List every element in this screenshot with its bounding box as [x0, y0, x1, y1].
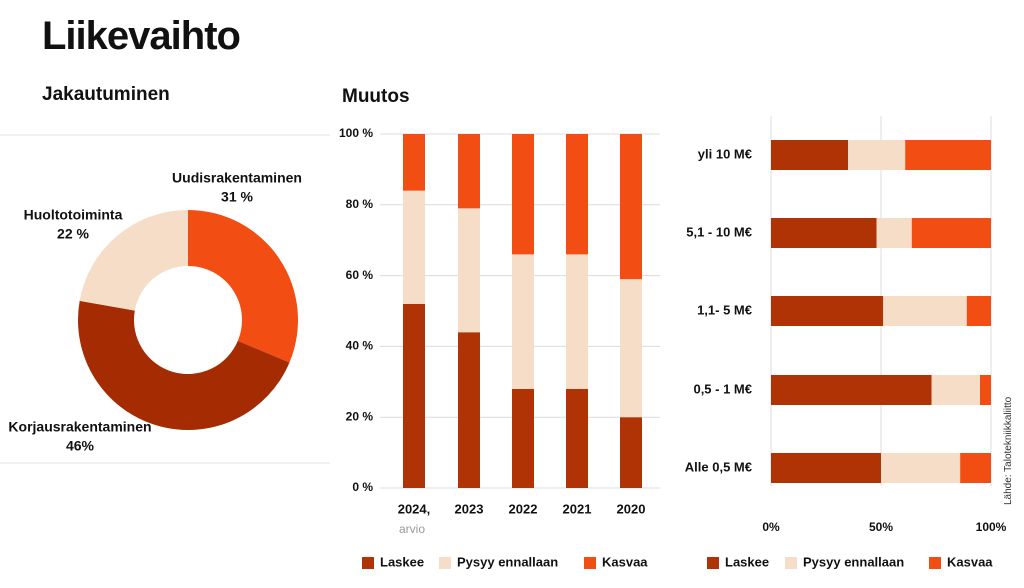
legend-right-swatch: [785, 557, 797, 569]
hbar-segment-laskee: [771, 453, 881, 483]
category-label: 0,5 - 1 M€: [693, 381, 752, 396]
y-tick-label: 40 %: [346, 339, 374, 353]
hbar-segment-kasvaa: [980, 375, 991, 405]
donut-label-name: Uudisrakentaminen: [172, 170, 302, 186]
hbar-segment-laskee: [771, 140, 848, 170]
donut-slice-uudisrakentaminen: [188, 210, 298, 363]
bar-segment-kasvaa: [566, 134, 588, 255]
bar-segment-kasvaa: [458, 134, 480, 209]
hbar-segment-kasvaa: [905, 140, 991, 170]
donut-label-value: 31 %: [221, 189, 253, 205]
category-label: 5,1 - 10 M€: [686, 224, 752, 239]
hbar-segment-pysyy: [848, 140, 906, 170]
donut-label-name: Korjausrakentaminen: [8, 419, 151, 435]
x-tick-label: 2020: [617, 501, 646, 516]
bar-segment-kasvaa: [620, 134, 642, 280]
x-tick-sublabel: arvio: [399, 522, 425, 536]
y-tick-label: 0 %: [352, 480, 373, 494]
donut-slice-huoltotoiminta: [79, 210, 188, 311]
x-tick-label: 2021: [563, 501, 592, 516]
hbar-segment-pysyy: [931, 375, 980, 405]
y-tick-label: 20 %: [346, 409, 374, 423]
distribution-subtitle: Jakautuminen: [42, 84, 170, 105]
bar-segment-laskee: [403, 303, 425, 488]
hbar-segment-pysyy: [883, 296, 967, 326]
hbar-segment-kasvaa: [960, 453, 991, 483]
legend-label: Laskee: [380, 554, 424, 569]
change-subtitle: Muutos: [342, 86, 410, 107]
legend-swatch: [584, 557, 596, 569]
legend-right-swatch: [929, 557, 941, 569]
donut-label-value: 22 %: [57, 226, 89, 242]
bar-segment-laskee: [458, 332, 480, 488]
category-label: 1,1- 5 M€: [697, 302, 752, 317]
x-tick-label: 2024,: [398, 501, 431, 516]
bar-segment-pysyy: [403, 190, 425, 304]
x-tick-label: 2022: [509, 501, 538, 516]
legend-swatch: [362, 557, 374, 569]
legend-right-label: Kasvaa: [947, 554, 993, 569]
x-tick-label: 2023: [455, 501, 484, 516]
hbar-segment-laskee: [771, 375, 932, 405]
category-label: yli 10 M€: [698, 146, 752, 161]
legend-label: Kasvaa: [602, 554, 648, 569]
hbar-segment-laskee: [771, 296, 884, 326]
bar-segment-laskee: [512, 388, 534, 488]
donut-label-name: Huoltotoiminta: [24, 207, 123, 223]
hbar-segment-kasvaa: [911, 218, 991, 248]
category-label: Alle 0,5 M€: [685, 459, 752, 474]
page-title: Liikevaihto: [42, 14, 241, 58]
legend-right-swatch: [707, 557, 719, 569]
bar-segment-laskee: [566, 388, 588, 488]
legend-label: Pysyy ennallaan: [457, 554, 558, 569]
hbar-segment-kasvaa: [966, 296, 991, 326]
x-tick-label: 100%: [976, 520, 1007, 534]
x-tick-label: 50%: [869, 520, 893, 534]
bar-segment-pysyy: [620, 279, 642, 418]
bar-segment-laskee: [620, 417, 642, 488]
donut-label-value: 46%: [66, 438, 95, 454]
legend-right-label: Laskee: [725, 554, 769, 569]
hbar-segment-pysyy: [881, 453, 961, 483]
legend-right-label: Pysyy ennallaan: [803, 554, 904, 569]
y-tick-label: 80 %: [346, 197, 374, 211]
legend-swatch: [439, 557, 451, 569]
y-tick-label: 60 %: [346, 268, 374, 282]
y-tick-label: 100 %: [339, 126, 373, 140]
bar-segment-kasvaa: [403, 134, 425, 191]
hbar-segment-laskee: [771, 218, 877, 248]
bar-segment-kasvaa: [512, 134, 534, 255]
bar-segment-pysyy: [512, 254, 534, 389]
bar-segment-pysyy: [458, 208, 480, 333]
x-tick-label: 0%: [762, 520, 780, 534]
donut-slice-korjausrakentaminen: [78, 300, 290, 430]
hbar-segment-pysyy: [876, 218, 912, 248]
bar-segment-pysyy: [566, 254, 588, 389]
